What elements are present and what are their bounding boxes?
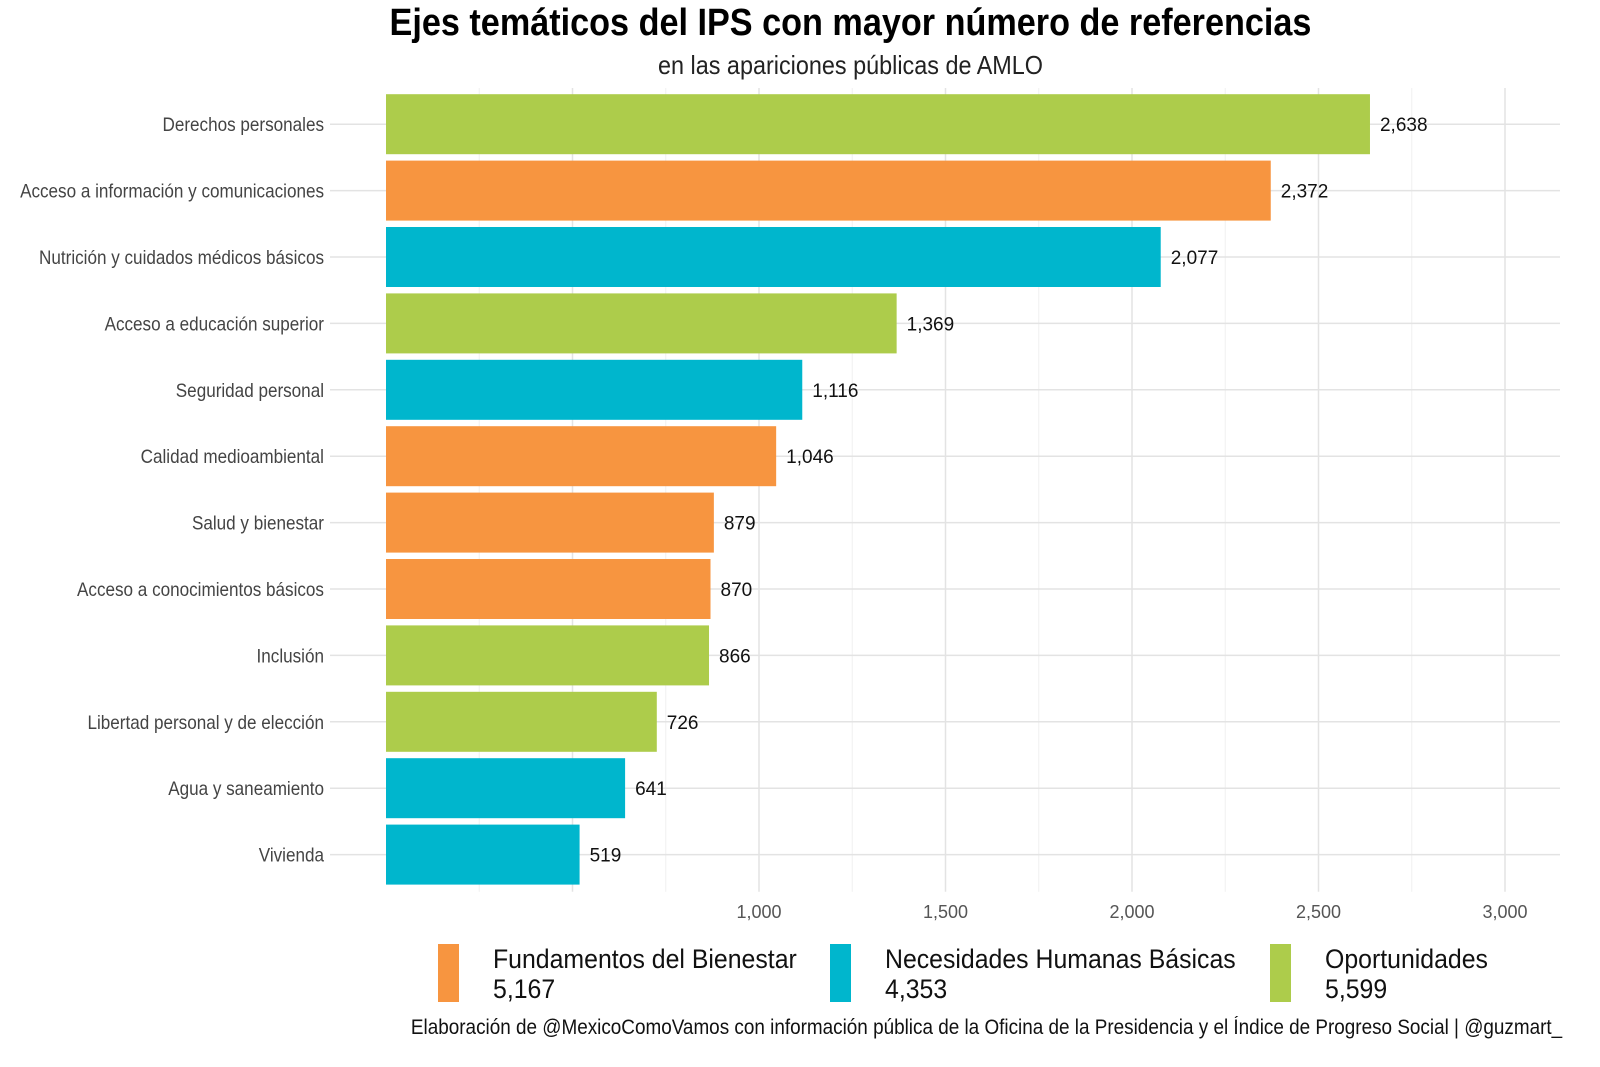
bar xyxy=(386,94,1370,155)
bar xyxy=(386,492,714,553)
category-label: Vivienda xyxy=(259,845,325,866)
bar-value-label: 1,116 xyxy=(812,381,858,402)
bar-value-label: 641 xyxy=(635,779,667,800)
bar xyxy=(386,359,803,420)
bar xyxy=(386,227,1161,287)
x-tick-label: 1,000 xyxy=(736,902,781,922)
bar-value-label: 2,372 xyxy=(1281,182,1329,203)
category-label: Agua y saneamiento xyxy=(168,778,324,799)
plot-area: 2,638 Derechos personales 2,372 Acceso a in… xyxy=(20,88,1560,922)
chart-title: Ejes temáticos del IPS con mayor número … xyxy=(389,2,1312,44)
bar-value-label: 866 xyxy=(719,646,751,667)
legend-label: Necesidades Humanas Básicas xyxy=(885,944,1236,974)
category-label: Salud y bienestar xyxy=(192,513,324,534)
x-tick-label: 1,500 xyxy=(923,902,968,922)
category-label: Seguridad personal xyxy=(176,380,324,401)
bar-value-label: 879 xyxy=(724,514,756,535)
category-label: Libertad personal y de elección xyxy=(87,712,324,733)
bar-value-label: 1,046 xyxy=(786,447,834,468)
bar xyxy=(386,426,777,487)
legend-total: 5,167 xyxy=(493,974,556,1004)
legend-label: Fundamentos del Bienestar xyxy=(493,944,797,974)
bar-value-label: 2,638 xyxy=(1380,115,1428,136)
chart-subtitle: en las apariciones públicas de AMLO xyxy=(657,50,1044,80)
bar xyxy=(386,160,1271,221)
x-tick-label: 2,000 xyxy=(1109,902,1154,922)
x-tick-label: 3,000 xyxy=(1482,902,1527,922)
bar xyxy=(386,758,626,819)
bar-value-label: 726 xyxy=(667,713,699,734)
category-label: Acceso a información y comunicaciones xyxy=(20,181,324,202)
bar-value-label: 1,369 xyxy=(907,314,955,335)
category-label: Derechos personales xyxy=(163,114,324,135)
bar xyxy=(386,293,897,354)
bar xyxy=(386,824,580,885)
legend-label: Oportunidades xyxy=(1325,944,1488,974)
bar xyxy=(386,691,657,752)
x-tick-label: 2,500 xyxy=(1296,902,1341,922)
category-label: Acceso a educación superior xyxy=(105,314,324,335)
category-label: Calidad medioambiental xyxy=(141,446,324,467)
caption: Elaboración de @MexicoComoVamos con info… xyxy=(410,1016,1562,1039)
bar xyxy=(386,625,710,686)
bar-value-label: 2,077 xyxy=(1171,248,1219,269)
legend-swatch xyxy=(438,944,459,1002)
bar xyxy=(386,559,711,619)
category-label: Acceso a conocimientos básicos xyxy=(77,579,324,600)
category-label: Nutrición y cuidados médicos básicos xyxy=(39,247,324,268)
legend-swatch xyxy=(1270,944,1291,1002)
legend-total: 5,599 xyxy=(1325,974,1388,1004)
legend-total: 4,353 xyxy=(885,974,948,1004)
category-label: Inclusión xyxy=(257,646,324,667)
bar-value-label: 519 xyxy=(590,846,622,867)
bar-value-label: 870 xyxy=(721,580,753,601)
legend-swatch xyxy=(830,944,851,1002)
